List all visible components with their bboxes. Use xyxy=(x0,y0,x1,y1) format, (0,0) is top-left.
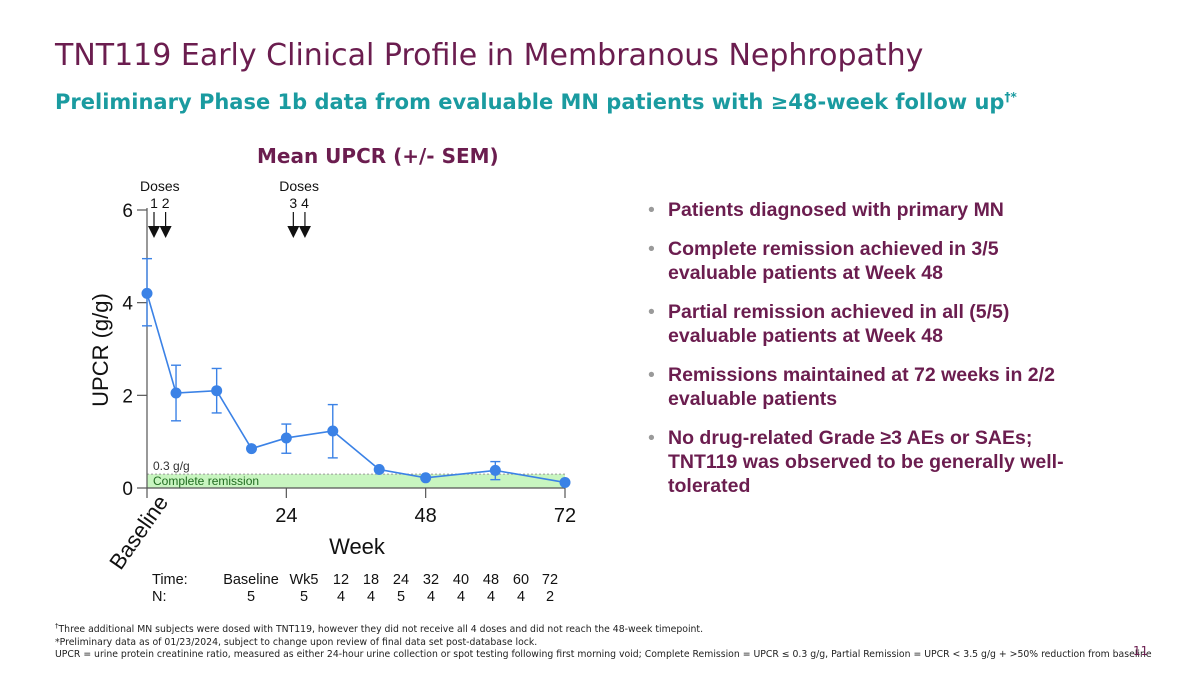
dose-arrow-icon xyxy=(298,226,311,238)
bullet-item: • No drug-related Grade ≥3 AEs or SAEs; T… xyxy=(648,426,1078,498)
table-time-cell: 32 xyxy=(423,572,439,588)
data-point xyxy=(559,476,571,488)
footnote-1: †Three additional MN subjects were dosed… xyxy=(55,620,1152,637)
table-time-cell: 24 xyxy=(393,572,409,588)
y-tick-label: 4 xyxy=(122,294,133,315)
data-point xyxy=(246,443,257,455)
table-n-cell: 5 xyxy=(397,589,405,605)
bullet-text: Complete remission achieved in 3/5 evalu… xyxy=(668,238,999,284)
key-findings-list: • Patients diagnosed with primary MN • Com… xyxy=(648,198,1078,513)
footnote-1-mark: † xyxy=(55,622,59,630)
x-axis-label: Week xyxy=(329,534,386,559)
table-time-cell: 48 xyxy=(483,572,499,588)
x-tick-label: 72 xyxy=(554,505,576,527)
dose-arrow-icon xyxy=(148,226,160,238)
table-time-cell: 40 xyxy=(453,572,469,588)
footnotes: †Three additional MN subjects were dosed… xyxy=(55,620,1152,662)
dose-arrow-icon xyxy=(159,226,172,238)
bullet-dot-icon: • xyxy=(648,427,655,449)
table-n-cell: 2 xyxy=(546,589,554,605)
data-point xyxy=(373,463,385,475)
table-n-cell: 4 xyxy=(367,589,375,605)
bullet-item: • Remissions maintained at 72 weeks in 2/… xyxy=(648,363,1078,411)
table-n-cell: 5 xyxy=(300,589,308,605)
complete-remission-label: Complete remission xyxy=(153,474,259,488)
subtitle-text: Preliminary Phase 1b data from evaluable… xyxy=(55,90,1005,114)
bullet-text: Partial remission achieved in all (5/5) … xyxy=(668,301,1010,347)
complete-remission-band xyxy=(147,474,565,488)
table-n-cell: 4 xyxy=(517,589,525,605)
doses-label: Doses xyxy=(140,178,180,194)
table-time-cell: Baseline xyxy=(223,572,279,588)
footnote-3: UPCR = urine protein creatinine ratio, m… xyxy=(55,649,1152,661)
bullet-dot-icon: • xyxy=(648,301,655,323)
table-n-cell: 4 xyxy=(427,589,435,605)
table-n-cell: 4 xyxy=(487,589,495,605)
dose-numbers-label: 1 2 xyxy=(150,195,170,211)
table-time-cell: 60 xyxy=(513,572,529,588)
y-tick-label: 0 xyxy=(122,479,133,500)
footnote-2: *Preliminary data as of 01/23/2024, subj… xyxy=(55,636,538,648)
y-tick-label: 2 xyxy=(122,386,133,407)
slide-subtitle: Preliminary Phase 1b data from evaluable… xyxy=(55,90,1017,114)
y-axis-label: UPCR (g/g) xyxy=(88,293,113,407)
mean-upcr-line xyxy=(146,293,566,484)
threshold-label: 0.3 g/g xyxy=(153,459,190,473)
bullet-dot-icon: • xyxy=(648,364,655,386)
bullet-item: • Partial remission achieved in all (5/5)… xyxy=(648,300,1078,348)
data-point xyxy=(489,464,501,476)
subtitle-footnote-mark: †* xyxy=(1004,90,1017,104)
table-n-cell: 4 xyxy=(337,589,345,605)
page-number: 11 xyxy=(1133,644,1149,658)
chart-title: Mean UPCR (+/- SEM) xyxy=(257,144,499,168)
bullet-item: • Complete remission achieved in 3/5 eval… xyxy=(648,237,1078,285)
table-n-cell: 5 xyxy=(247,589,255,605)
bullet-dot-icon: • xyxy=(648,199,655,221)
table-time-cell: 72 xyxy=(542,572,558,588)
bullet-text: Remissions maintained at 72 weeks in 2/2… xyxy=(668,364,1055,410)
data-point xyxy=(280,432,292,444)
bullet-text: No drug-related Grade ≥3 AEs or SAEs; TN… xyxy=(668,427,1064,497)
x-tick-label: 24 xyxy=(275,505,297,527)
table-row-label-time: Time: xyxy=(152,572,188,588)
x-tick-label: Baseline xyxy=(104,491,173,574)
table-time-cell: Wk5 xyxy=(290,572,319,588)
footnote-1-text: Three additional MN subjects were dosed … xyxy=(58,624,704,636)
dose-numbers-label: 3 4 xyxy=(289,195,309,211)
table-time-cell: 18 xyxy=(363,572,379,588)
doses-label: Doses xyxy=(279,178,319,194)
data-point xyxy=(141,287,153,299)
bullet-text: Patients diagnosed with primary MN xyxy=(668,199,1004,221)
table-n-cell: 4 xyxy=(457,589,465,605)
bullet-dot-icon: • xyxy=(648,238,655,260)
data-point xyxy=(420,472,432,484)
y-tick-label: 6 xyxy=(122,201,133,222)
data-point xyxy=(211,385,223,397)
dose-arrow-icon xyxy=(287,226,300,238)
bullet-item: • Patients diagnosed with primary MN xyxy=(648,198,1078,222)
table-time-cell: 12 xyxy=(333,572,349,588)
data-point xyxy=(170,387,182,399)
table-row-label-n: N: xyxy=(152,589,167,605)
slide-title: TNT119 Early Clinical Profile in Membran… xyxy=(55,38,924,73)
data-point xyxy=(327,425,339,437)
x-tick-label: 48 xyxy=(415,505,437,527)
